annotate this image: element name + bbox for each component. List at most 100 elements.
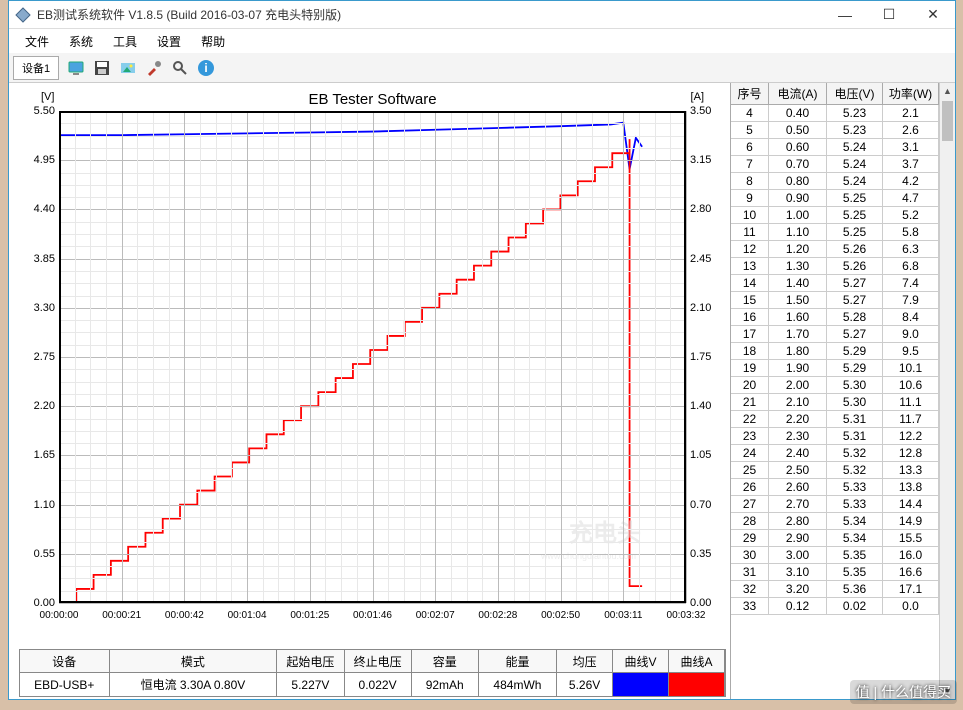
table-row[interactable]: 171.705.279.0 <box>731 326 955 343</box>
table-row[interactable]: 151.505.277.9 <box>731 292 955 309</box>
xtick: 00:00:42 <box>165 610 204 621</box>
table-header[interactable]: 电流(A) <box>769 83 827 104</box>
table-row[interactable]: 242.405.3212.8 <box>731 445 955 462</box>
menu-设置[interactable]: 设置 <box>147 31 191 52</box>
table-cell: 5.35 <box>827 547 883 563</box>
table-row[interactable]: 80.805.244.2 <box>731 173 955 190</box>
search-icon[interactable] <box>169 57 191 79</box>
table-row[interactable]: 111.105.255.8 <box>731 224 955 241</box>
table-cell: 33 <box>731 598 769 614</box>
table-header[interactable]: 序号 <box>731 83 769 104</box>
minimize-button[interactable]: — <box>823 1 867 29</box>
maximize-button[interactable]: ☐ <box>867 1 911 29</box>
table-cell: 9 <box>731 190 769 206</box>
table-row[interactable]: 222.205.3111.7 <box>731 411 955 428</box>
table-row[interactable]: 272.705.3314.4 <box>731 496 955 513</box>
summary-header: 曲线A <box>669 650 725 672</box>
table-cell: 5.32 <box>827 445 883 461</box>
site-watermark: 值 | 什么值得买 <box>850 680 957 704</box>
summary-header: 模式 <box>110 650 278 672</box>
table-row[interactable]: 313.105.3516.6 <box>731 564 955 581</box>
table-row[interactable]: 282.805.3414.9 <box>731 513 955 530</box>
table-cell: 6.3 <box>883 241 939 257</box>
ytick-left: 4.40 <box>25 203 55 215</box>
table-cell: 9.5 <box>883 343 939 359</box>
menu-文件[interactable]: 文件 <box>15 31 59 52</box>
info-icon[interactable]: i <box>195 57 217 79</box>
table-cell: 3.20 <box>769 581 827 597</box>
table-cell: 5.2 <box>883 207 939 223</box>
table-cell: 6 <box>731 139 769 155</box>
table-row[interactable]: 202.005.3010.6 <box>731 377 955 394</box>
table-cell: 1.60 <box>769 309 827 325</box>
table-cell: 1.70 <box>769 326 827 342</box>
table-cell: 16.0 <box>883 547 939 563</box>
table-row[interactable]: 330.120.020.0 <box>731 598 955 615</box>
table-row[interactable]: 262.605.3313.8 <box>731 479 955 496</box>
table-row[interactable]: 60.605.243.1 <box>731 139 955 156</box>
image-icon[interactable] <box>117 57 139 79</box>
table-row[interactable]: 161.605.288.4 <box>731 309 955 326</box>
table-cell: 1.80 <box>769 343 827 359</box>
table-row[interactable]: 40.405.232.1 <box>731 105 955 122</box>
menubar: 文件系统工具设置帮助 <box>9 29 955 53</box>
table-row[interactable]: 303.005.3516.0 <box>731 547 955 564</box>
table-cell: 5.26 <box>827 241 883 257</box>
tools-icon[interactable] <box>143 57 165 79</box>
table-cell: 23 <box>731 428 769 444</box>
table-cell: 31 <box>731 564 769 580</box>
table-cell: 12.8 <box>883 445 939 461</box>
table-row[interactable]: 101.005.255.2 <box>731 207 955 224</box>
summary-header: 曲线V <box>613 650 669 672</box>
menu-帮助[interactable]: 帮助 <box>191 31 235 52</box>
save-icon[interactable] <box>91 57 113 79</box>
device-tab[interactable]: 设备1 <box>13 56 59 80</box>
table-row[interactable]: 323.205.3617.1 <box>731 581 955 598</box>
summary-value: EBD-USB+ <box>20 673 110 696</box>
table-header[interactable]: 电压(V) <box>827 83 883 104</box>
table-row[interactable]: 232.305.3112.2 <box>731 428 955 445</box>
scroll-up-icon[interactable]: ▲ <box>940 83 955 99</box>
table-row[interactable]: 252.505.3213.3 <box>731 462 955 479</box>
table-cell: 2.80 <box>769 513 827 529</box>
table-row[interactable]: 131.305.266.8 <box>731 258 955 275</box>
menu-系统[interactable]: 系统 <box>59 31 103 52</box>
ytick-right: 1.05 <box>690 449 720 461</box>
table-row[interactable]: 181.805.299.5 <box>731 343 955 360</box>
table-cell: 5.34 <box>827 530 883 546</box>
table-cell: 11 <box>731 224 769 240</box>
table-cell: 5.30 <box>827 377 883 393</box>
table-cell: 4.7 <box>883 190 939 206</box>
table-cell: 2.70 <box>769 496 827 512</box>
table-cell: 4 <box>731 105 769 121</box>
table-cell: 5.29 <box>827 360 883 376</box>
table-header[interactable]: 功率(W) <box>883 83 939 104</box>
data-table: 序号电流(A)电压(V)功率(W) 40.405.232.150.505.232… <box>731 83 955 699</box>
content-area: EB Tester Software [V] [A] ZKETECH 充电头 w… <box>9 83 955 699</box>
chart: EB Tester Software [V] [A] ZKETECH 充电头 w… <box>19 85 726 629</box>
table-cell: 16.6 <box>883 564 939 580</box>
table-row[interactable]: 121.205.266.3 <box>731 241 955 258</box>
table-row[interactable]: 141.405.277.4 <box>731 275 955 292</box>
monitor-icon[interactable] <box>65 57 87 79</box>
table-cell: 1.20 <box>769 241 827 257</box>
table-row[interactable]: 50.505.232.6 <box>731 122 955 139</box>
xtick: 00:01:04 <box>228 610 267 621</box>
table-cell: 5.28 <box>827 309 883 325</box>
menu-工具[interactable]: 工具 <box>103 31 147 52</box>
summary-header: 能量 <box>479 650 557 672</box>
table-row[interactable]: 292.905.3415.5 <box>731 530 955 547</box>
ytick-left: 0.00 <box>25 597 55 609</box>
table-cell: 1.00 <box>769 207 827 223</box>
chart-panel: EB Tester Software [V] [A] ZKETECH 充电头 w… <box>9 83 730 699</box>
scroll-thumb[interactable] <box>942 101 953 141</box>
table-cell: 12 <box>731 241 769 257</box>
table-row[interactable]: 191.905.2910.1 <box>731 360 955 377</box>
ytick-right: 3.15 <box>690 154 720 166</box>
close-button[interactable]: ✕ <box>911 1 955 29</box>
table-row[interactable]: 212.105.3011.1 <box>731 394 955 411</box>
scrollbar[interactable]: ▲ ▼ <box>939 83 955 699</box>
watermark-text: 充电头 <box>569 513 641 548</box>
table-row[interactable]: 70.705.243.7 <box>731 156 955 173</box>
table-row[interactable]: 90.905.254.7 <box>731 190 955 207</box>
